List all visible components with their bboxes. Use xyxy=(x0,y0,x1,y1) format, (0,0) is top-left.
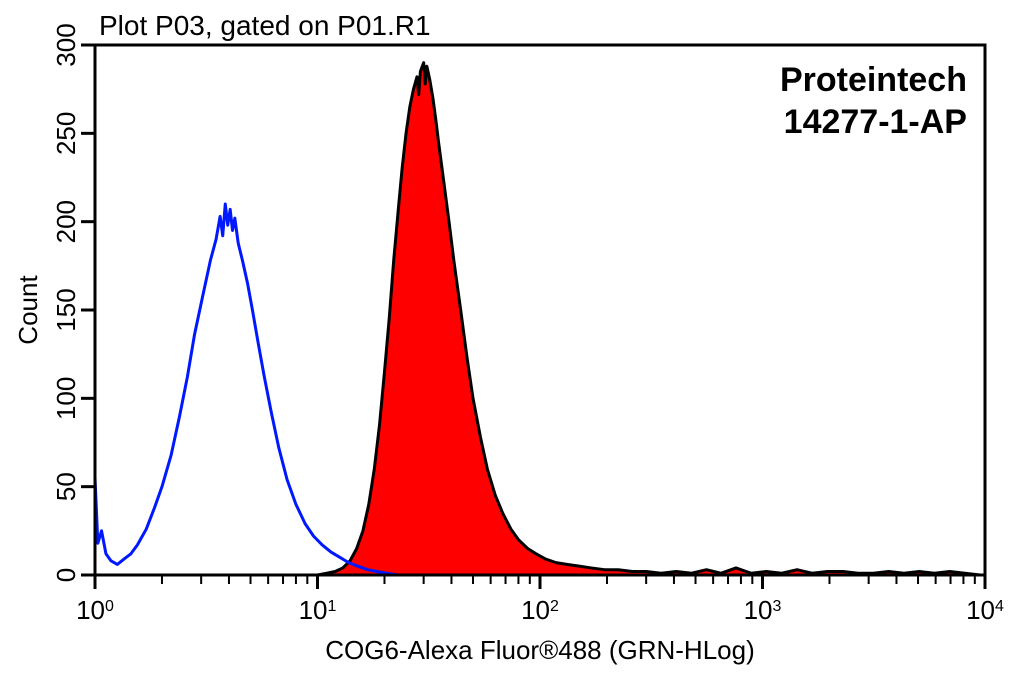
y-tick-label: 0 xyxy=(51,568,81,582)
y-tick-label: 50 xyxy=(51,472,81,501)
flow-cytometry-histogram: 100 101 102 103 104 COG6-Alexa Fluor®488 (GRN… xyxy=(0,0,1015,683)
x-tick-label: 104 xyxy=(966,595,1004,625)
annotation-catalog: 14277-1-AP xyxy=(784,103,967,141)
y-tick-label: 250 xyxy=(51,112,81,155)
annotation-brand: Proteintech xyxy=(780,61,967,99)
x-tick-label: 102 xyxy=(521,595,559,625)
y-axis-ticks: 0 50 100 150 200 250 300 xyxy=(51,23,95,582)
plot-title: Plot P03, gated on P01.R1 xyxy=(99,10,431,41)
y-axis-label: Count xyxy=(13,275,43,345)
x-tick-label: 103 xyxy=(744,595,782,625)
y-tick-label: 100 xyxy=(51,377,81,420)
x-axis-ticks: 100 101 102 103 104 xyxy=(76,575,1004,625)
x-tick-label: 100 xyxy=(76,595,114,625)
x-axis-label: COG6-Alexa Fluor®488 (GRN-HLog) xyxy=(325,635,755,665)
x-tick-label: 101 xyxy=(299,595,337,625)
y-tick-label: 200 xyxy=(51,200,81,243)
y-tick-label: 300 xyxy=(51,23,81,66)
y-tick-label: 150 xyxy=(51,288,81,331)
